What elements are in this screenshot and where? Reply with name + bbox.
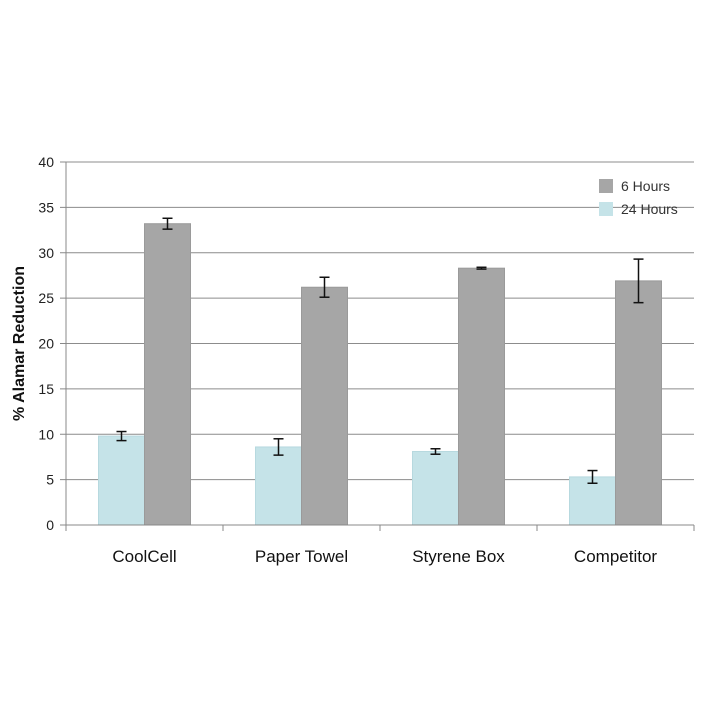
x-tick-marks — [65, 525, 695, 531]
bar — [301, 286, 348, 526]
legend-swatch — [599, 202, 613, 216]
bar — [98, 435, 145, 526]
bar — [255, 446, 302, 526]
y-tick-label: 30 — [38, 245, 54, 261]
y-tick-label: 35 — [38, 199, 54, 215]
y-tick-labels: 0 5 10 15 20 25 30 35 40 — [38, 154, 54, 533]
y-tick-label: 15 — [38, 381, 54, 397]
bars-layer — [98, 223, 662, 526]
y-tick-label: 0 — [46, 517, 54, 533]
legend-swatch — [599, 179, 613, 193]
bar — [144, 223, 191, 526]
x-category-labels: CoolCell Paper Towel Styrene Box Competitor — [112, 547, 657, 566]
x-category-label: Competitor — [574, 547, 657, 566]
x-category-label: CoolCell — [112, 547, 176, 566]
bar — [615, 280, 662, 526]
y-tick-label: 20 — [38, 336, 54, 352]
y-tick-label: 10 — [38, 426, 54, 442]
bar — [569, 476, 616, 526]
legend-label: 6 Hours — [621, 178, 670, 194]
y-tick-label: 25 — [38, 290, 54, 306]
y-tick-label: 5 — [46, 472, 54, 488]
x-category-label: Styrene Box — [412, 547, 505, 566]
y-axis-title: % Alamar Reduction — [11, 266, 28, 421]
error-bars-layer — [116, 217, 644, 485]
bar — [412, 450, 459, 526]
bar — [458, 267, 505, 526]
x-category-label: Paper Towel — [255, 547, 348, 566]
legend: 6 Hours 24 Hours — [599, 178, 678, 217]
legend-label: 24 Hours — [621, 201, 678, 217]
y-tick-label: 40 — [38, 154, 54, 170]
